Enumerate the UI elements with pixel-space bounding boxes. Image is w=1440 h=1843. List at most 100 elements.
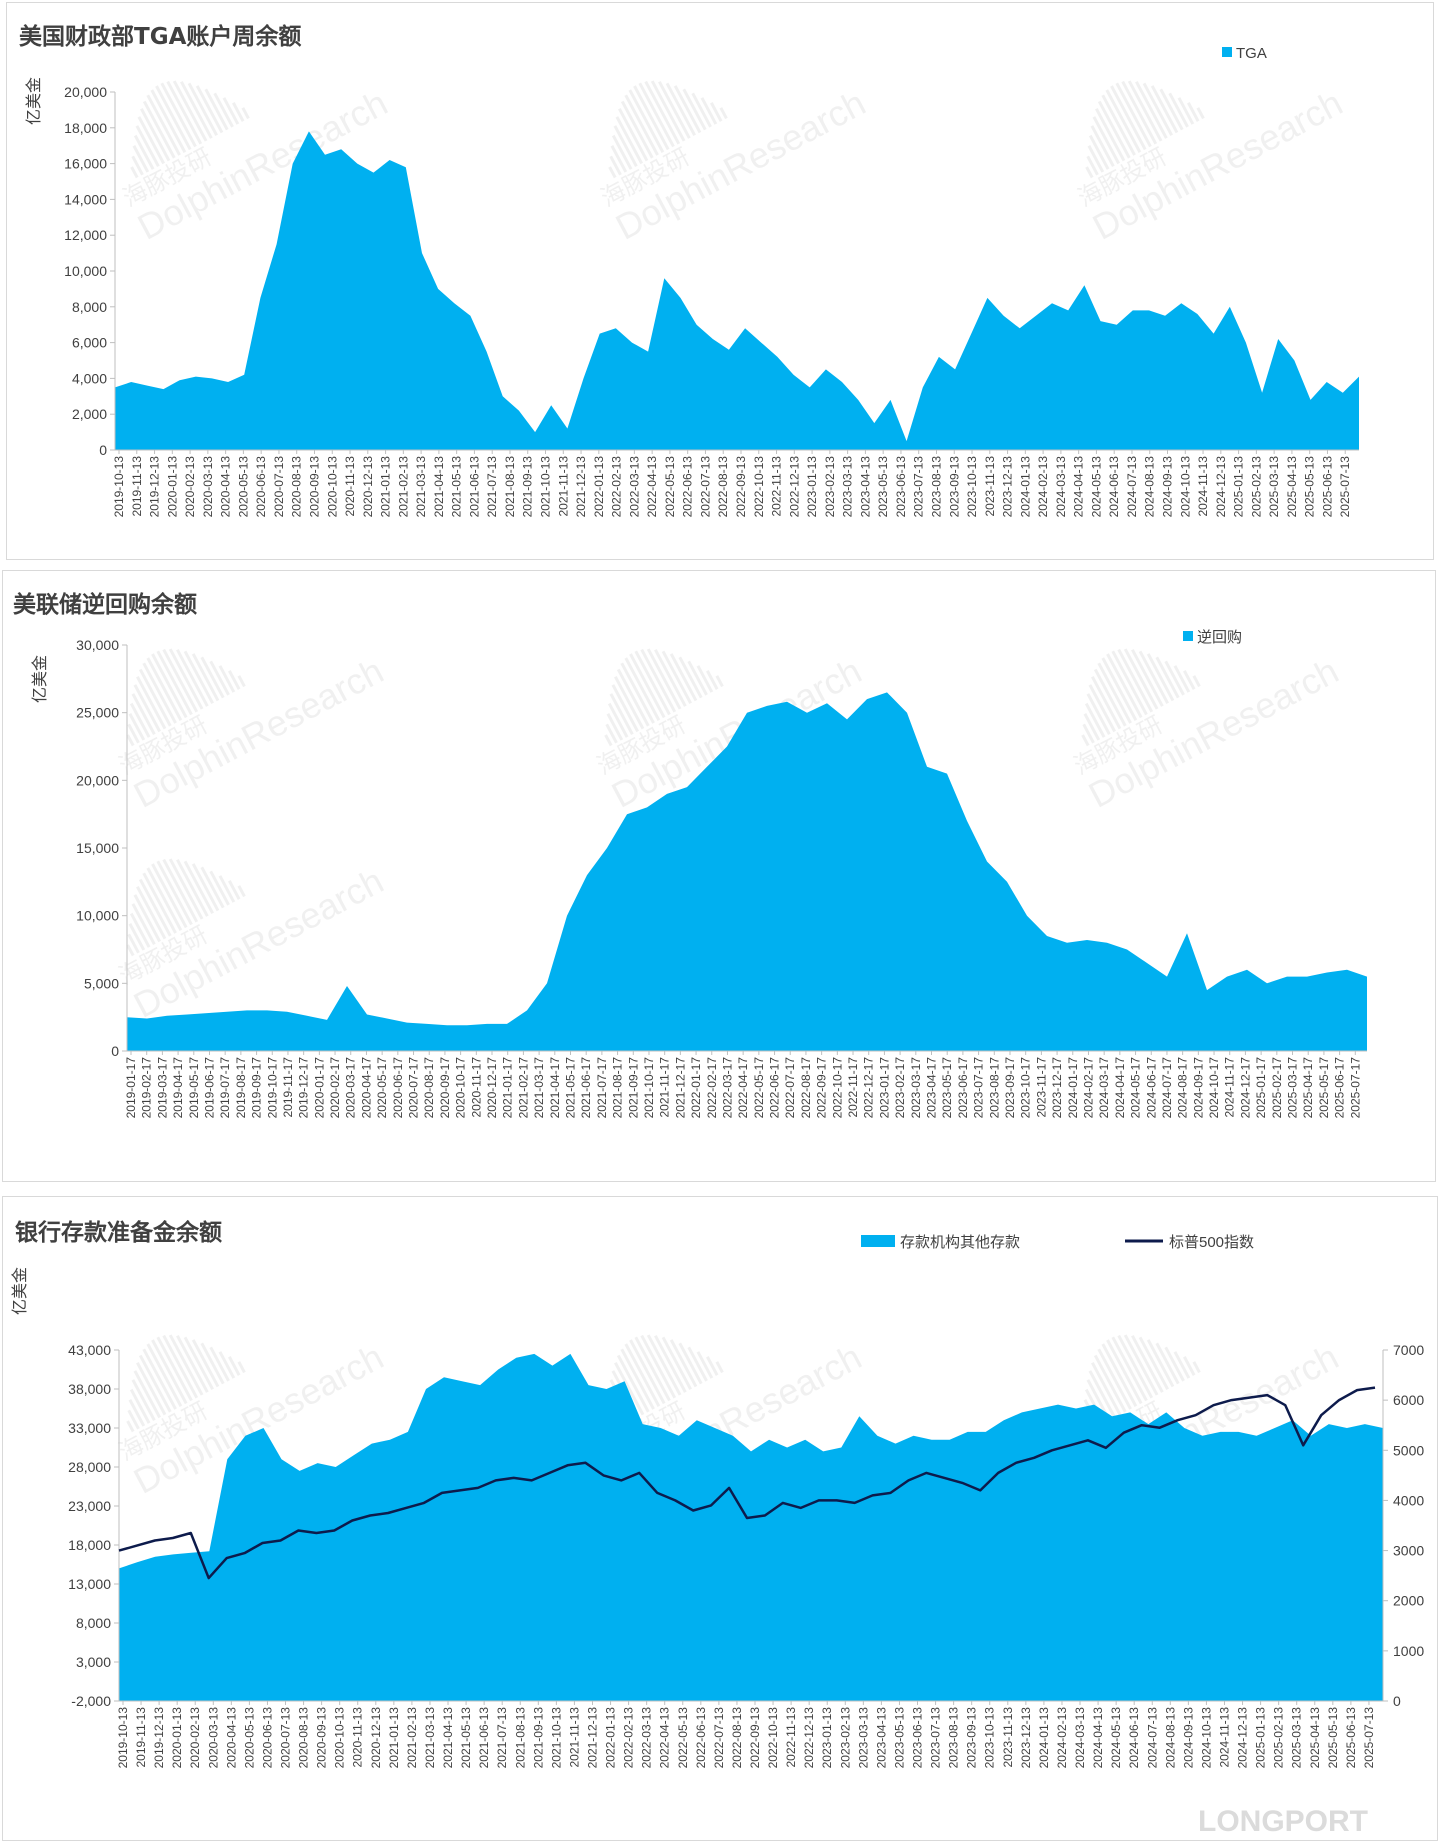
res-ytick-label: 33,000 — [68, 1420, 111, 1436]
res-xtick-label: 2024-12-13 — [1236, 1707, 1250, 1769]
tga-xtick-label: 2022-05-13 — [663, 456, 677, 518]
tga-xtick-label: 2022-07-13 — [698, 456, 712, 518]
rrp-xtick-label: 2023-08-17 — [987, 1057, 1001, 1119]
rrp-xtick-label: 2019-03-17 — [155, 1057, 169, 1119]
tga-xtick-label: 2019-12-13 — [148, 456, 162, 518]
rrp-xtick-label: 2023-07-17 — [972, 1057, 986, 1119]
rrp-xtick-label: 2023-02-17 — [893, 1057, 907, 1119]
longport-watermark: LONGPORT — [1198, 1805, 1368, 1838]
rrp-xtick-label: 2023-01-17 — [877, 1057, 891, 1119]
rrp-chart-title: 美联储逆回购余额 — [13, 592, 197, 618]
res-xtick-label: 2025-06-13 — [1344, 1707, 1358, 1769]
res-y2tick-label: 2000 — [1393, 1593, 1424, 1609]
tga-xtick-label: 2021-05-13 — [450, 456, 464, 518]
res-xtick-label: 2025-04-13 — [1308, 1707, 1322, 1769]
rrp-xtick-label: 2023-09-17 — [1003, 1057, 1017, 1119]
res-y2tick-label: 1000 — [1393, 1643, 1424, 1659]
res-xtick-label: 2022-06-13 — [694, 1707, 708, 1769]
tga-xtick-label: 2021-08-13 — [503, 456, 517, 518]
tga-ytick-label: 4,000 — [72, 370, 107, 386]
tga-xtick-label: 2023-07-13 — [912, 456, 926, 518]
rrp-xtick-label: 2020-04-17 — [359, 1057, 373, 1119]
tga-xtick-label: 2020-12-13 — [361, 456, 375, 518]
res-xtick-label: 2022-10-13 — [766, 1707, 780, 1769]
rrp-xtick-label: 2023-10-17 — [1019, 1057, 1033, 1119]
tga-xtick-label: 2023-06-13 — [894, 456, 908, 518]
res-xtick-label: 2020-05-13 — [242, 1707, 256, 1769]
res-xtick-label: 2024-06-13 — [1127, 1707, 1141, 1769]
tga-xtick-label: 2023-11-13 — [983, 456, 997, 517]
rrp-legend-swatch — [1183, 631, 1193, 641]
res-xtick-label: 2025-05-13 — [1326, 1707, 1340, 1769]
tga-xtick-label: 2022-06-13 — [681, 456, 695, 518]
rrp-xtick-label: 2019-05-17 — [187, 1057, 201, 1119]
tga-xtick-label: 2025-04-13 — [1285, 456, 1299, 518]
rrp-xtick-label: 2019-02-17 — [140, 1057, 154, 1119]
res-xtick-label: 2023-03-13 — [856, 1707, 870, 1769]
tga-xtick-label: 2024-01-13 — [1018, 456, 1032, 518]
res-ytick-label: 38,000 — [68, 1381, 111, 1397]
tga-xtick-label: 2024-09-13 — [1161, 456, 1175, 518]
res-xtick-label: 2022-09-13 — [748, 1707, 762, 1769]
tga-area-series — [115, 131, 1359, 450]
rrp-xtick-label: 2020-09-17 — [438, 1057, 452, 1119]
res-xtick-label: 2023-04-13 — [874, 1707, 888, 1769]
res-xtick-label: 2023-07-13 — [929, 1707, 943, 1769]
res-xtick-label: 2021-10-13 — [549, 1707, 563, 1769]
res-xtick-label: 2020-01-13 — [170, 1707, 184, 1769]
rrp-xtick-label: 2021-07-17 — [595, 1057, 609, 1119]
res-xtick-label: 2023-10-13 — [983, 1707, 997, 1769]
res-xtick-label: 2021-04-13 — [441, 1707, 455, 1769]
rrp-xtick-label: 2020-02-17 — [328, 1057, 342, 1119]
tga-xtick-label: 2023-12-13 — [1001, 456, 1015, 518]
tga-xtick-label: 2022-02-13 — [610, 456, 624, 518]
res-xtick-label: 2019-10-13 — [116, 1707, 130, 1769]
rrp-xtick-label: 2022-03-17 — [720, 1057, 734, 1119]
res-ylabel: 亿美金 — [11, 1267, 29, 1315]
tga-chart-panel: 美国财政部TGA账户周余额 海豚投研 DolphinResearch 海豚投研 Dol… — [6, 2, 1434, 560]
res-xtick-label: 2023-06-13 — [911, 1707, 925, 1769]
rrp-xtick-label: 2019-12-17 — [297, 1057, 311, 1119]
rrp-xtick-label: 2019-11-17 — [281, 1057, 295, 1118]
reserves-chart-title: 银行存款准备金余额 — [15, 1220, 222, 1246]
rrp-xtick-label: 2023-05-17 — [940, 1057, 954, 1119]
rrp-xtick-label: 2024-10-17 — [1207, 1057, 1221, 1119]
res-xtick-label: 2020-08-13 — [297, 1707, 311, 1769]
rrp-xtick-label: 2019-10-17 — [265, 1057, 279, 1119]
rrp-xtick-label: 2022-11-17 — [846, 1057, 860, 1118]
res-xtick-label: 2025-02-13 — [1272, 1707, 1286, 1769]
res-xtick-label: 2024-03-13 — [1073, 1707, 1087, 1769]
res-xtick-label: 2021-03-13 — [423, 1707, 437, 1769]
tga-ytick-label: 6,000 — [72, 335, 107, 351]
tga-xtick-label: 2023-09-13 — [947, 456, 961, 518]
tga-xtick-label: 2020-02-13 — [183, 456, 197, 518]
tga-xtick-label: 2023-04-13 — [858, 456, 872, 518]
res-xtick-label: 2020-12-13 — [369, 1707, 383, 1769]
res-xtick-label: 2022-04-13 — [658, 1707, 672, 1769]
tga-xtick-label: 2021-04-13 — [432, 456, 446, 518]
rrp-xtick-label: 2019-09-17 — [250, 1057, 264, 1119]
rrp-xtick-label: 2019-07-17 — [218, 1057, 232, 1119]
tga-ylabel: 亿美金 — [25, 77, 43, 125]
rrp-xtick-label: 2022-12-17 — [862, 1057, 876, 1119]
res-y2tick-label: 5000 — [1393, 1442, 1424, 1458]
tga-xtick-label: 2024-02-13 — [1036, 456, 1050, 518]
res-ytick-label: 18,000 — [68, 1537, 111, 1553]
rrp-ytick-label: 25,000 — [76, 705, 119, 721]
tga-xtick-label: 2020-04-13 — [219, 456, 233, 518]
res-y2tick-label: 4000 — [1393, 1492, 1424, 1508]
res-xtick-label: 2021-01-13 — [387, 1707, 401, 1769]
tga-ytick-label: 10,000 — [64, 263, 107, 279]
rrp-xtick-label: 2021-11-17 — [658, 1057, 672, 1118]
rrp-xtick-label: 2020-11-17 — [469, 1057, 483, 1118]
rrp-ytick-label: 10,000 — [76, 908, 119, 924]
rrp-xtick-label: 2025-01-17 — [1254, 1057, 1268, 1119]
res-xtick-label: 2024-10-13 — [1199, 1707, 1213, 1769]
res-xtick-label: 2025-03-13 — [1290, 1707, 1304, 1769]
tga-xtick-label: 2024-12-13 — [1214, 456, 1228, 518]
res-xtick-label: 2023-11-13 — [1001, 1707, 1015, 1768]
tga-legend-label: TGA — [1236, 45, 1267, 62]
tga-xtick-label: 2024-03-13 — [1054, 456, 1068, 518]
res-xtick-label: 2024-11-13 — [1217, 1707, 1231, 1768]
